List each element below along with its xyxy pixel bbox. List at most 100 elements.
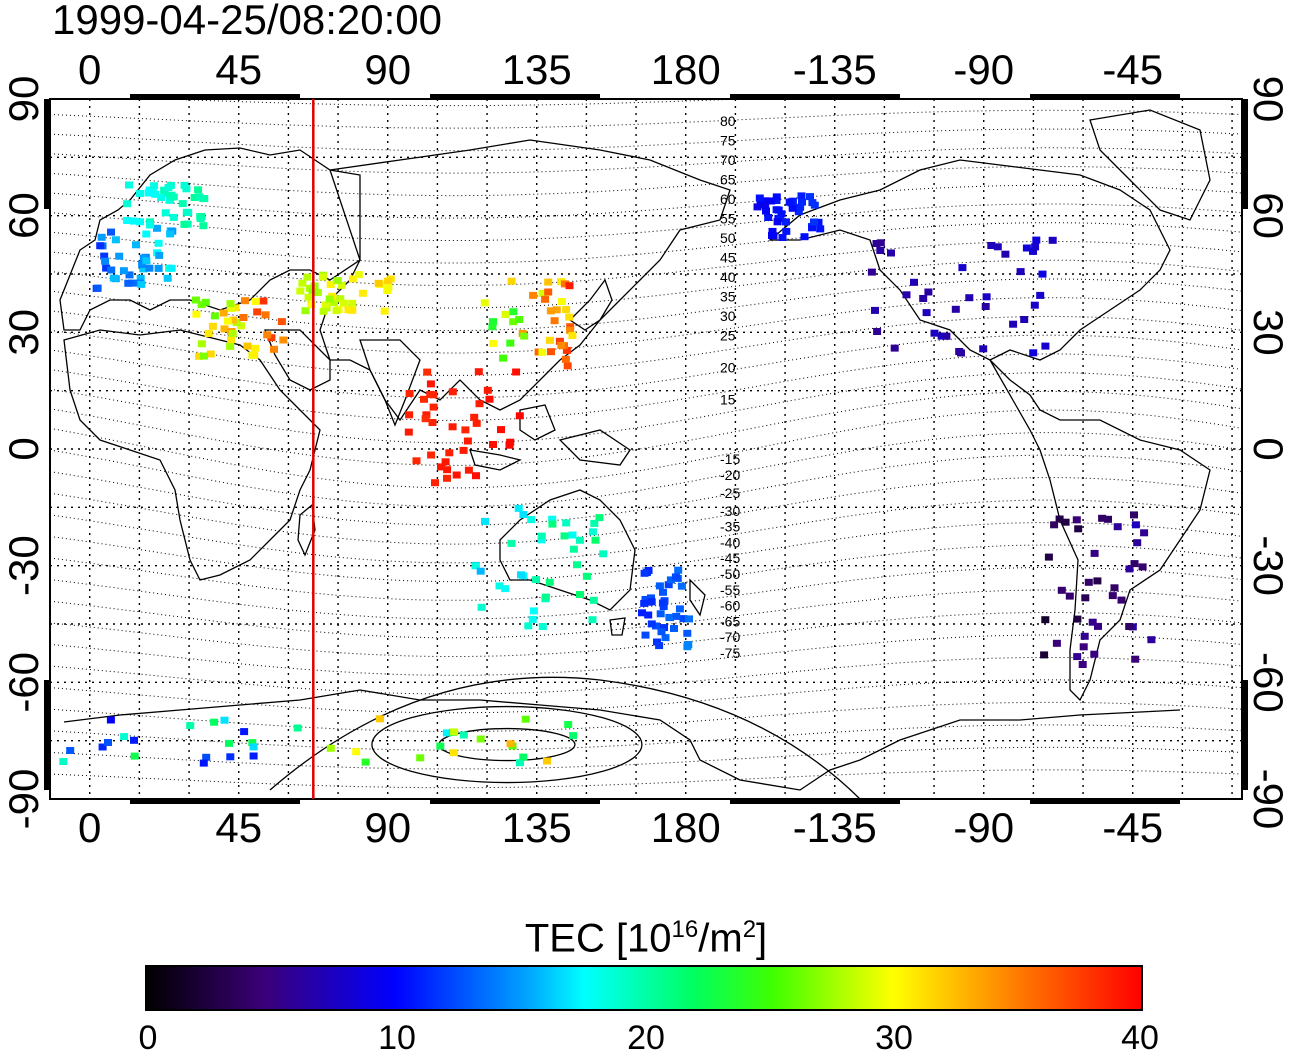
tec-point (422, 411, 431, 419)
tec-point (806, 193, 814, 201)
tec-point (199, 759, 208, 767)
top-x-tick-label: 0 (78, 46, 101, 93)
tec-point (97, 233, 106, 241)
contour-line (50, 109, 1242, 129)
contour-line (50, 477, 1242, 545)
contour-line (50, 315, 1242, 376)
tec-point (1009, 320, 1018, 328)
tec-point (520, 332, 529, 340)
tec-point (202, 753, 211, 761)
tec-point (538, 348, 547, 356)
tec-point (1055, 515, 1064, 523)
contour-line (50, 499, 1242, 564)
tec-point (1130, 560, 1139, 568)
tec-point (568, 332, 577, 339)
tec-point (785, 198, 794, 206)
tec-point (130, 752, 139, 760)
tec-point (773, 218, 782, 226)
tec-point (107, 228, 115, 236)
tec-point (483, 386, 492, 394)
tec-point (190, 194, 199, 201)
tec-point (443, 474, 451, 482)
tec-point (437, 463, 445, 471)
tec-point (304, 293, 313, 301)
tec-point (647, 620, 656, 628)
tec-point (293, 724, 302, 732)
tec-point (517, 571, 525, 579)
tec-point (428, 419, 437, 426)
contour-line (50, 128, 1242, 152)
tec-point (521, 715, 530, 723)
tec-point (228, 330, 237, 337)
contour-label: -40 (720, 534, 740, 550)
tec-point (115, 252, 124, 260)
tec-point (461, 426, 470, 434)
contour-line (50, 567, 1242, 620)
tec-point (871, 306, 879, 314)
tec-point (192, 310, 201, 318)
tec-point (249, 752, 258, 760)
tec-point (582, 572, 591, 580)
right-y-tick-label: -60 (1245, 652, 1292, 713)
tec-point (564, 721, 573, 728)
tec-point (924, 288, 933, 296)
tec-point (325, 295, 334, 303)
tec-point (148, 189, 157, 197)
contour-label: 45 (720, 250, 736, 266)
tec-point (489, 441, 497, 448)
contour-label: -25 (720, 485, 740, 501)
tec-point (420, 395, 428, 403)
right-y-tick-label: -30 (1245, 535, 1292, 596)
tec-point (100, 252, 109, 260)
tec-point (514, 504, 523, 512)
top-x-tick-label: -135 (793, 46, 877, 93)
tec-point (544, 288, 553, 296)
tec-point (772, 193, 781, 201)
tec-data-points (59, 181, 1156, 767)
frame-edge-bars (44, 94, 1248, 804)
tec-point (772, 197, 781, 204)
tec-point (1052, 639, 1061, 647)
bottom-x-tick-label: -135 (793, 804, 877, 851)
tec-point (375, 715, 384, 723)
tec-point (958, 264, 967, 272)
tec-point (318, 273, 327, 281)
axis-labels: 0 45 90 135 180 -135 -90 -45 0 45 90 135 180 -135 -90 -… (0, 46, 1292, 851)
tec-point (505, 441, 514, 449)
contour-label: 55 (720, 211, 736, 227)
tec-point (1110, 584, 1119, 592)
tec-point (96, 242, 105, 250)
tec-point (348, 275, 357, 283)
tec-point (1065, 592, 1074, 600)
contour-label: 75 (720, 133, 736, 149)
tec-point (155, 251, 164, 259)
tec-point (655, 582, 664, 590)
tec-point (1057, 586, 1066, 594)
contour-label: 50 (720, 230, 736, 246)
tec-point (987, 242, 996, 249)
tec-point (208, 322, 217, 330)
tec-point (764, 214, 773, 221)
tec-point (670, 625, 678, 632)
tec-point (220, 716, 229, 724)
tec-point (768, 232, 776, 239)
tec-point (301, 307, 310, 315)
tec-point (1098, 514, 1107, 522)
contour-line (50, 147, 1242, 174)
tec-point (512, 368, 521, 376)
tec-point (277, 318, 286, 326)
tec-point (591, 536, 600, 544)
tec-point (981, 303, 990, 310)
tec-point (566, 323, 575, 331)
contour-line (50, 612, 1242, 657)
tec-point (441, 458, 450, 466)
tec-point (125, 181, 133, 189)
tec-point (197, 340, 206, 348)
tec-point (685, 615, 693, 623)
tec-point (472, 472, 480, 480)
contour-line (50, 259, 1242, 309)
tec-point (196, 215, 205, 222)
tec-point (138, 260, 147, 268)
contour-label: 60 (720, 191, 736, 207)
